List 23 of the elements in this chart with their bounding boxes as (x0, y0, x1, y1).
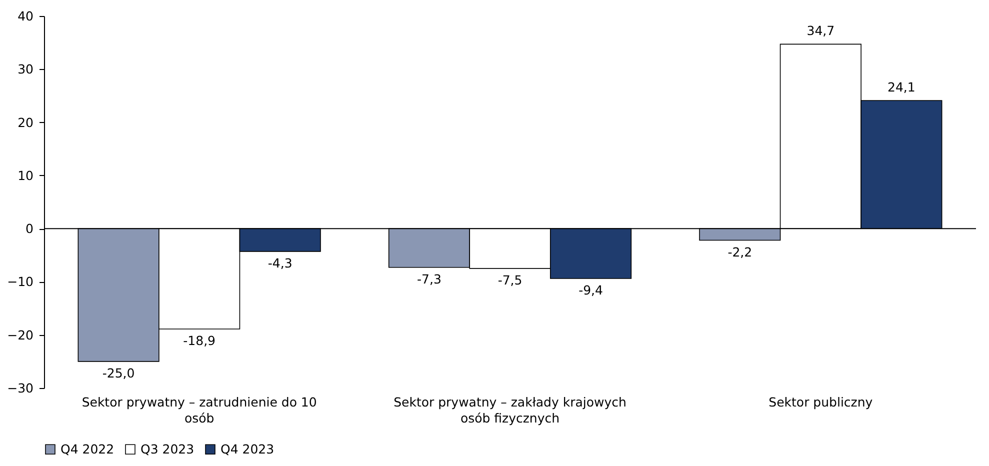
y-tick-label: 30 (18, 62, 34, 77)
data-label: 24,1 (888, 79, 916, 94)
y-tick-label: −10 (7, 274, 34, 290)
y-tick-label: −20 (7, 327, 34, 342)
data-label: -18,9 (183, 333, 216, 348)
data-label: -4,3 (268, 255, 292, 270)
y-tick-label: 40 (18, 8, 34, 24)
data-label: -9,4 (578, 282, 604, 298)
y-tick-label: −30 (7, 380, 34, 396)
y-tick-label: 20 (18, 114, 34, 130)
x-tick-label: Sektor prywatny – zatrudnienie do 10 osób (82, 394, 317, 426)
x-tick-label: Sektor publiczny (768, 394, 874, 410)
y-tick-label: 10 (18, 168, 34, 183)
y-tick-label: 0 (26, 221, 34, 236)
data-label: -25,0 (102, 365, 135, 380)
legend-label: Q4 2022 (60, 441, 114, 456)
data-label: 34,7 (806, 23, 835, 38)
legend-label: Q3 2023 (140, 441, 194, 456)
data-label: -7,5 (498, 272, 522, 288)
data-label: -2,2 (728, 244, 752, 260)
data-label: -7,3 (417, 271, 442, 286)
x-tick-label: Sektor prywatny – zakłady krajowych osób fizycznych (394, 394, 626, 426)
legend-label: Q4 2023 (220, 441, 274, 456)
